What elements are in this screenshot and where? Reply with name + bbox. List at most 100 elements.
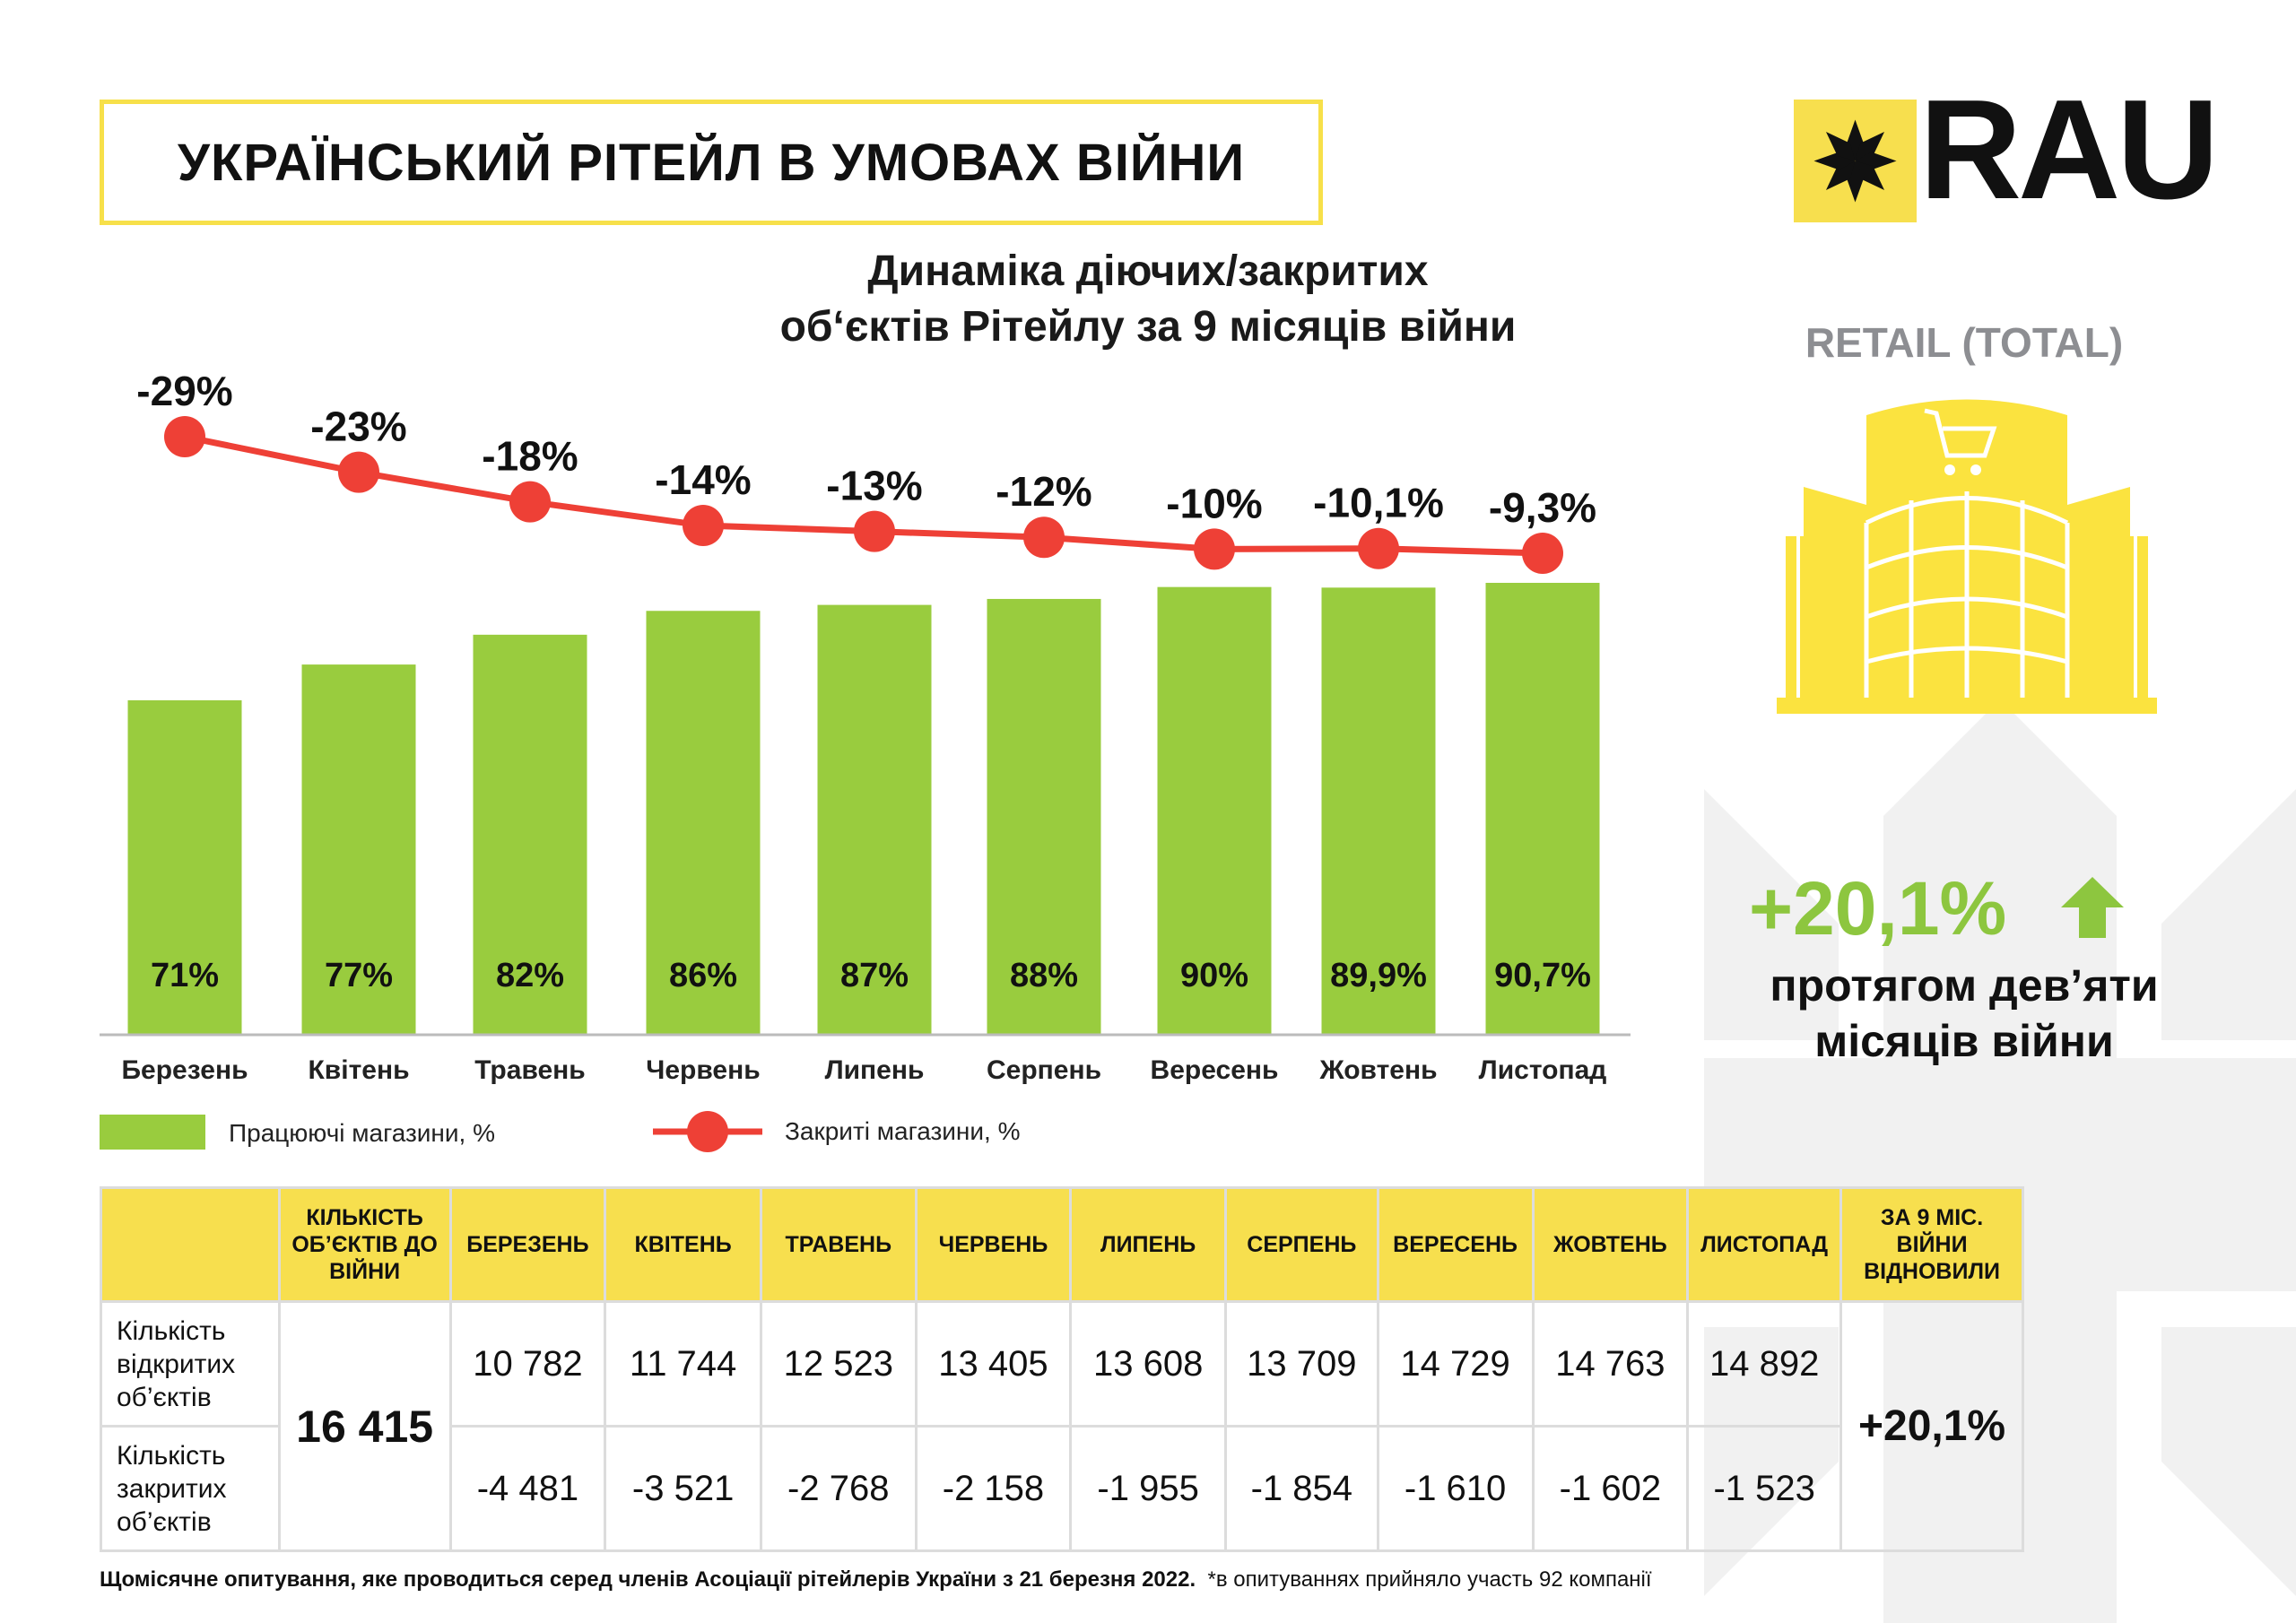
star-icon	[1813, 119, 1897, 203]
table-cell: -2 158	[914, 1425, 1073, 1552]
table-cell: 10 782	[448, 1300, 607, 1428]
column-header: ЛИСТОПАД	[1686, 1186, 1843, 1303]
table-cell: 11 744	[604, 1300, 762, 1428]
chart-title-line-2: об‘єктів Рітейлу за 9 місяців війни	[779, 303, 1517, 351]
line-value-label: -18%	[482, 433, 578, 480]
rau-logo-mark	[1794, 100, 1917, 222]
legend-label-closed: Закриті магазини, %	[785, 1117, 1021, 1145]
x-tick-label: Вересень	[1151, 1055, 1279, 1085]
table-cell: -4 481	[448, 1425, 607, 1552]
bar-value-label: 86%	[669, 957, 737, 994]
growth-value: +20,1%	[1749, 866, 2007, 950]
legend-bar-swatch	[100, 1115, 205, 1150]
bar-value-label: 87%	[840, 957, 909, 994]
x-tick-label: Липень	[825, 1055, 925, 1085]
footer-note: *в опитуваннях прийняло участь 92 компан…	[1207, 1567, 1652, 1592]
line-point	[1358, 527, 1399, 569]
line-point	[1522, 533, 1563, 575]
column-header: ЧЕРВЕНЬ	[914, 1186, 1073, 1303]
bar-value-label: 90,7%	[1494, 957, 1591, 994]
bar	[473, 634, 587, 1034]
x-tick-label: Листопад	[1479, 1055, 1607, 1085]
table-row: Кількість закритих об’єктів -4 481 -3 521…	[100, 1425, 2023, 1552]
bar	[301, 664, 416, 1034]
bar-value-label: 90%	[1180, 957, 1248, 994]
column-header: ТРАВЕНЬ	[759, 1186, 918, 1303]
rau-logo-text: RAU	[1919, 71, 2219, 229]
table-cell: -2 768	[759, 1425, 918, 1552]
table-cell: 13 608	[1069, 1300, 1227, 1428]
growth-description: протягом дев’яти місяців війни	[1740, 958, 2188, 1069]
column-header	[100, 1186, 281, 1303]
bar	[1321, 587, 1436, 1034]
chart-title-line-1: Динаміка діючих/закритих	[867, 247, 1429, 295]
line-value-label: -13%	[826, 463, 922, 509]
bar-value-label: 77%	[325, 957, 393, 994]
line-value-label: -10,1%	[1313, 480, 1444, 526]
table-cell: -1 854	[1223, 1425, 1379, 1552]
column-header: ВЕРЕСЕНЬ	[1376, 1186, 1535, 1303]
table-cell: -1 602	[1531, 1425, 1690, 1552]
table-cell: -1 610	[1376, 1425, 1535, 1552]
table-header-row: КІЛЬКІСТЬ ОБ’ЄКТІВ ДО ВІЙНИ БЕРЕЗЕНЬ КВІТЕ…	[100, 1186, 2024, 1303]
line-point	[338, 451, 379, 493]
table-cell: 14 729	[1376, 1300, 1535, 1428]
column-header: БЕРЕЗЕНЬ	[448, 1186, 607, 1303]
x-tick-label: Квітень	[308, 1055, 409, 1085]
table-cell: -3 521	[604, 1425, 762, 1552]
shopping-mall-icon	[1777, 399, 2157, 714]
table-cell: 14 892	[1686, 1300, 1843, 1428]
line-point	[509, 481, 551, 523]
x-tick-label: Жовтень	[1318, 1055, 1437, 1085]
line-value-label: -10%	[1166, 480, 1262, 526]
line-value-label: -14%	[655, 456, 751, 503]
bar	[1485, 582, 1600, 1034]
column-header: ЛИПЕНЬ	[1069, 1186, 1227, 1303]
footer-main: Щомісячне опитування, яке проводиться се…	[100, 1567, 1196, 1592]
retail-total-label: RETAIL (TOTAL)	[1805, 319, 2124, 366]
bar	[1157, 586, 1272, 1034]
table-cell: -1 523	[1686, 1425, 1843, 1552]
chart-title: Динаміка діючих/закритих об‘єктів Рітейл…	[628, 244, 1668, 355]
line-value-label: -12%	[996, 468, 1091, 515]
line-point	[164, 416, 205, 457]
bar	[817, 604, 932, 1034]
legend-label-open: Працюючі магазини, %	[229, 1119, 495, 1147]
recovered-total: +20,1%	[1839, 1300, 2024, 1552]
bar-value-label: 71%	[151, 957, 219, 994]
column-header: ЗА 9 МІС. ВІЙНИ ВІДНОВИЛИ	[1839, 1186, 2024, 1303]
column-header: КІЛЬКІСТЬ ОБ’ЄКТІВ ДО ВІЙНИ	[277, 1186, 452, 1303]
stores-table: КІЛЬКІСТЬ ОБ’ЄКТІВ ДО ВІЙНИ БЕРЕЗЕНЬ КВІТЕ…	[100, 1186, 2024, 1552]
bar	[127, 700, 242, 1034]
arrow-up-icon	[2061, 877, 2124, 938]
row-label: Кількість відкритих об’єктів	[100, 1300, 281, 1428]
table-cell: 13 709	[1223, 1300, 1379, 1428]
line-value-label: -29%	[136, 368, 232, 414]
table-row: Кількість відкритих об’єктів 16 415 10 7…	[100, 1300, 2024, 1552]
growth-text-line-2: місяців війни	[1814, 1016, 2114, 1066]
line-point	[1023, 516, 1065, 559]
table-cell: 12 523	[759, 1300, 918, 1428]
footer: Щомісячне опитування, яке проводиться се…	[100, 1567, 1652, 1593]
line-point	[854, 510, 895, 552]
column-header: ЖОВТЕНЬ	[1531, 1186, 1690, 1303]
x-tick-label: Червень	[646, 1055, 760, 1085]
column-header: СЕРПЕНЬ	[1223, 1186, 1379, 1303]
line-value-label: -23%	[310, 404, 406, 450]
bar-value-label: 82%	[496, 957, 564, 994]
table-cell: 13 405	[914, 1300, 1073, 1428]
line-value-label: -9,3%	[1489, 484, 1596, 531]
page-title: УКРАЇНСЬКИЙ РІТЕЙЛ В УМОВАХ ВІЙНИ	[100, 100, 1323, 225]
x-tick-label: Серпень	[987, 1055, 1101, 1085]
bar-value-label: 88%	[1010, 957, 1078, 994]
bar	[987, 598, 1101, 1034]
column-header: КВІТЕНЬ	[604, 1186, 762, 1303]
row-label: Кількість закритих об’єктів	[100, 1425, 281, 1552]
table-cell: -1 955	[1069, 1425, 1227, 1552]
line-point	[683, 505, 724, 546]
x-tick-label: Травень	[474, 1055, 586, 1085]
table-cell: 14 763	[1531, 1300, 1690, 1428]
chart: 71% 77% 82% 86% 87% 88% 90% 89,9% 90,7% -29% -23% -…	[100, 368, 1631, 1152]
x-tick-label: Березень	[121, 1055, 248, 1085]
prewar-count: 16 415	[277, 1300, 452, 1552]
